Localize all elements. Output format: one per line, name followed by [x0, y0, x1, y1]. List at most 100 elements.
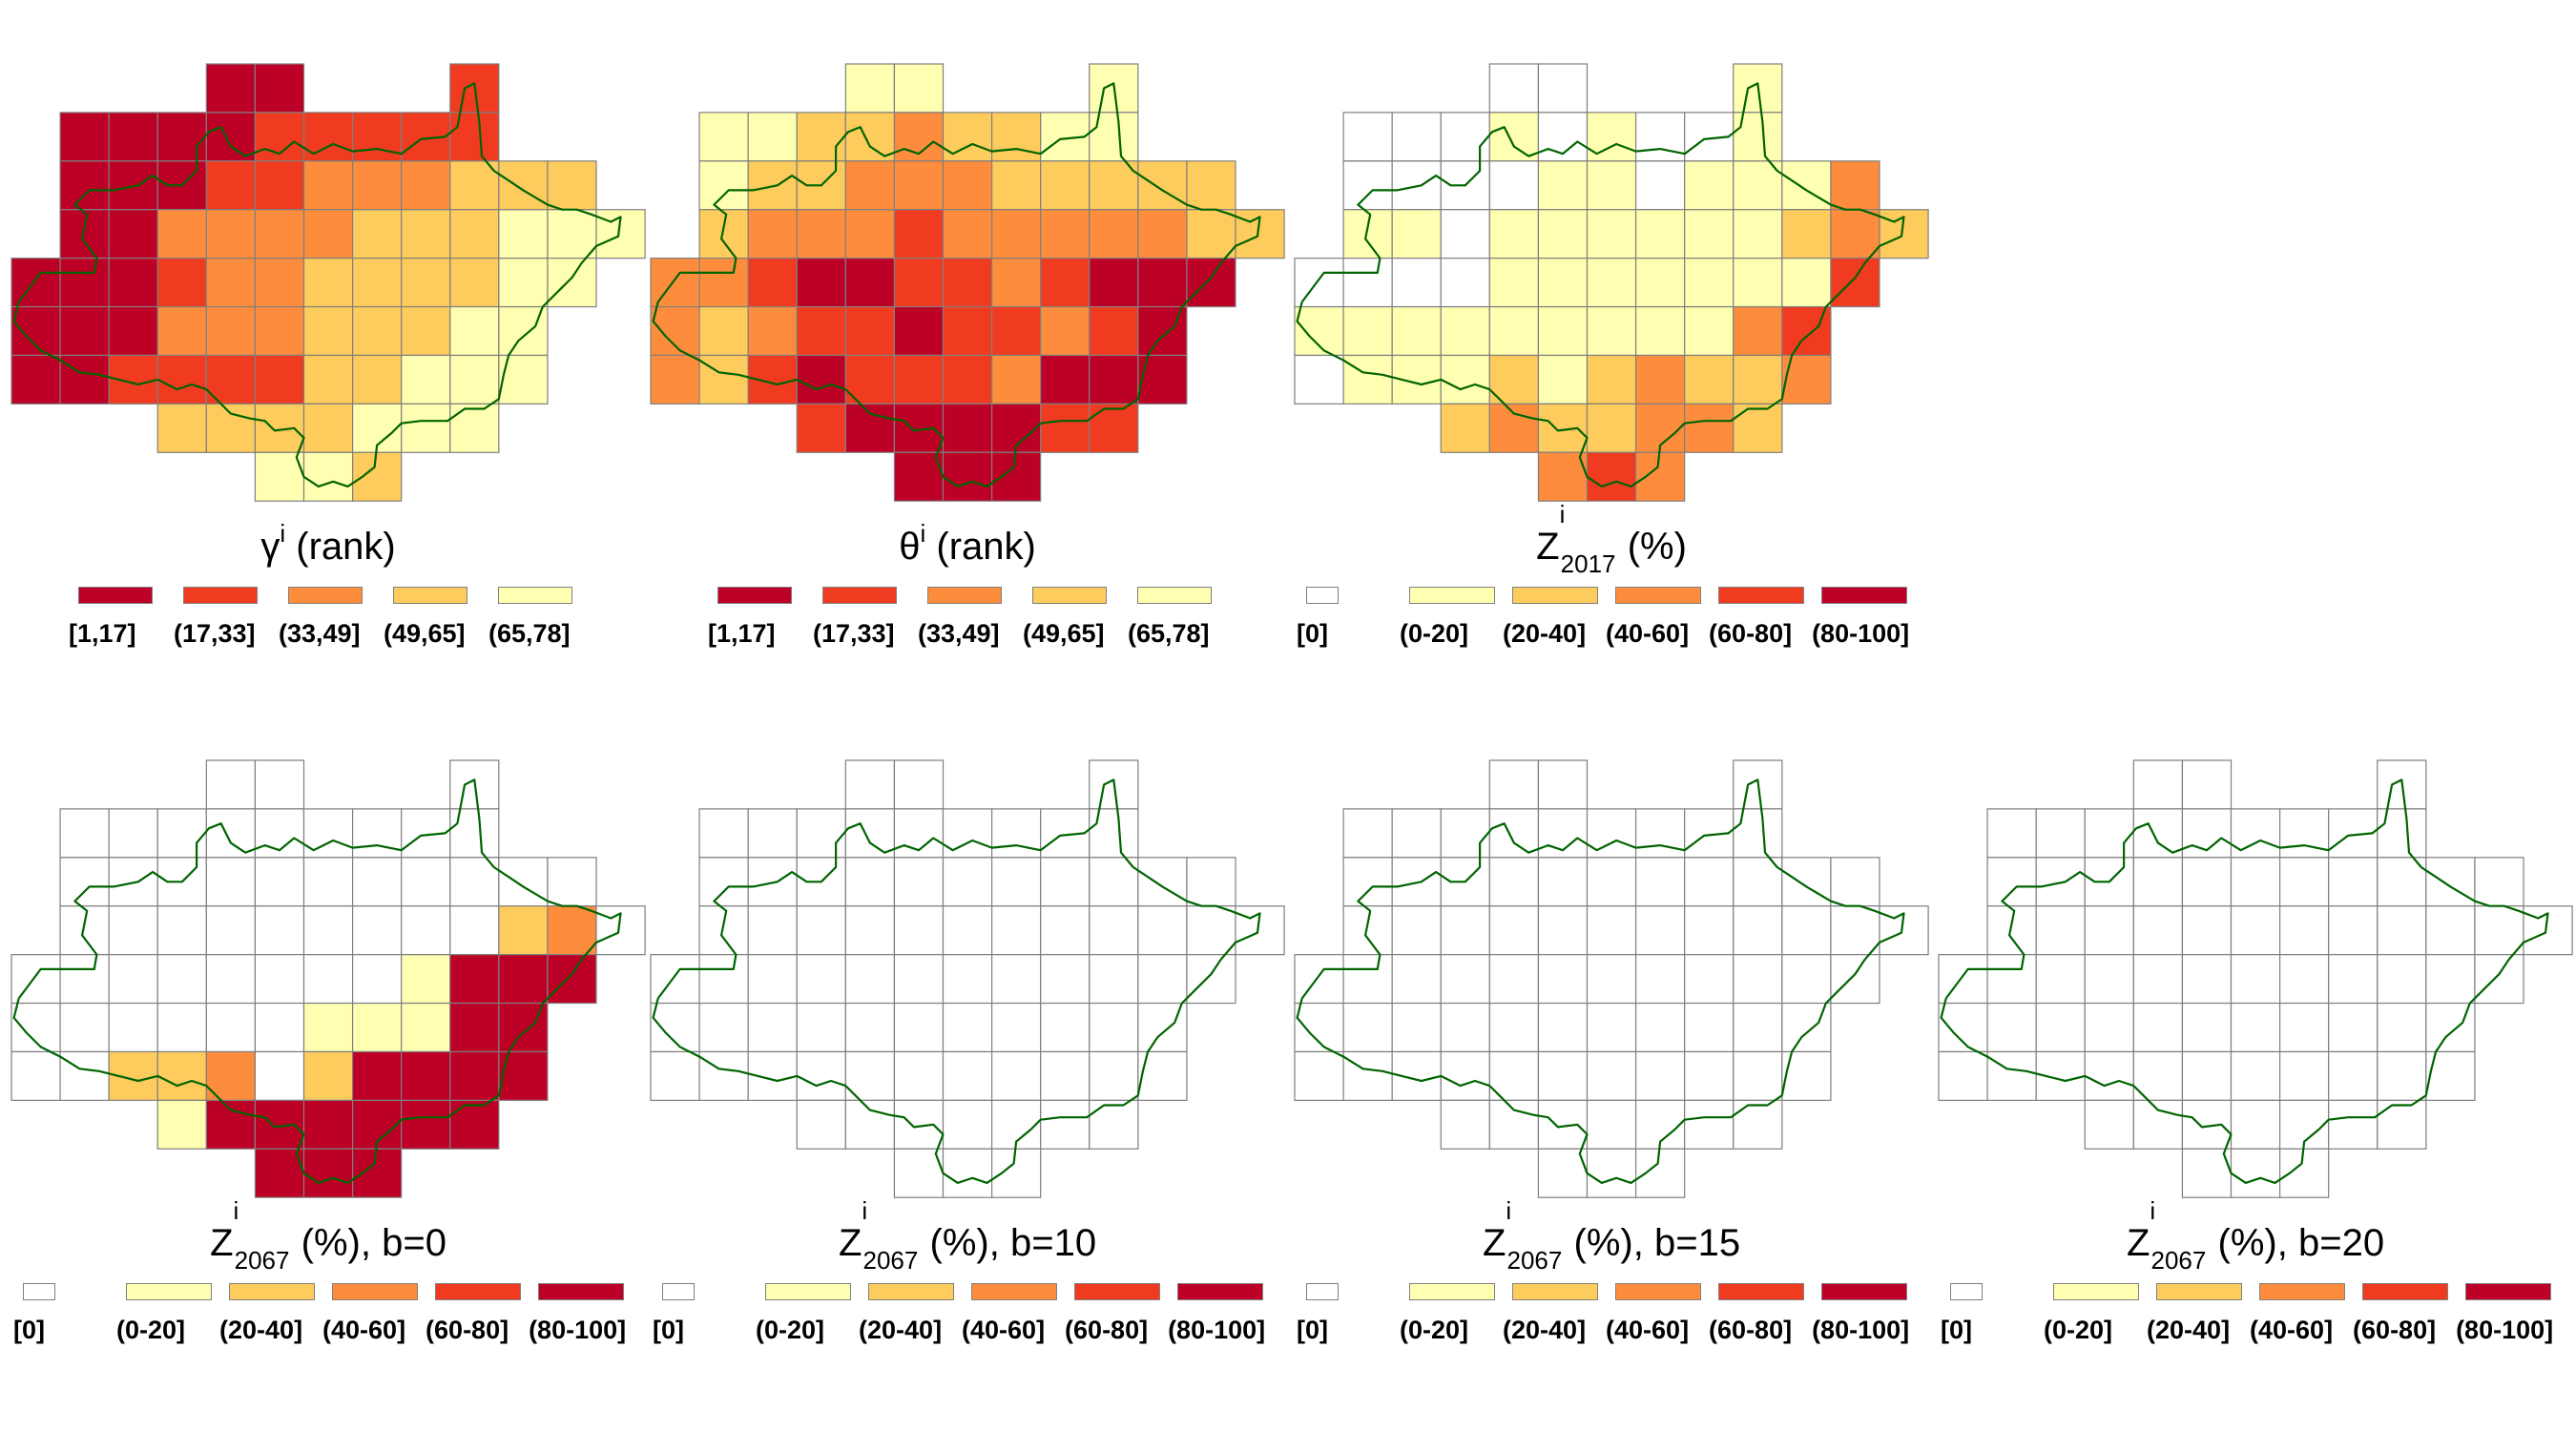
grid-cell: [302, 354, 354, 404]
grid-cell: [156, 209, 207, 259]
grid-cell: [1089, 954, 1139, 1005]
map-panel-theta: θi (rank) [1,17] (17,33] (33,49] (49,65] (65,…: [649, 62, 1292, 653]
grid-cell: [156, 112, 207, 162]
grid-cell: [2181, 1148, 2233, 1198]
grid-cell: [747, 808, 798, 859]
grid-cell: [302, 258, 354, 308]
grid-cell: [302, 808, 354, 859]
grid-cell: [844, 857, 896, 907]
grid-cell: [1440, 1099, 1490, 1150]
legend-label: (60-80]: [2353, 1316, 2437, 1345]
title-symbol: Z: [1536, 526, 1560, 569]
legend-swatch: [2259, 1283, 2346, 1301]
grid-cell: [547, 954, 597, 1005]
grid-cell: [2084, 1099, 2134, 1150]
title-subscript: 2067: [2150, 1246, 2207, 1275]
grid-cell: [351, 954, 403, 1005]
grid-cell: [1391, 905, 1442, 956]
grid-cell: [650, 305, 700, 357]
grid-cell: [942, 160, 993, 211]
grid-cell: [401, 1050, 451, 1101]
grid-cell: [747, 258, 798, 308]
grid-cell: [796, 403, 846, 453]
grid-cell: [449, 1002, 500, 1053]
title-symbol: Z: [210, 1222, 234, 1265]
grid-cell: [893, 954, 945, 1005]
grid-cell: [254, 1002, 305, 1053]
legend-label: (49,65]: [384, 619, 466, 649]
grid-cell: [2328, 1099, 2379, 1150]
legend-swatch: [78, 587, 153, 605]
grid-cell: [1137, 209, 1188, 259]
grid-cell: [844, 1050, 896, 1101]
grid-cell: [747, 1002, 798, 1053]
grid-cell: [108, 258, 158, 308]
legend-label: [1,17]: [69, 619, 136, 649]
grid-cell: [1537, 451, 1589, 502]
grid-cell: [1488, 759, 1540, 810]
grid-cell: [1586, 160, 1637, 211]
grid-cell: [498, 160, 549, 211]
grid-cell: [1634, 160, 1686, 211]
grid-cell: [893, 1148, 945, 1198]
grid-cell: [990, 258, 1042, 308]
grid-cell: [351, 209, 403, 259]
grid-cell: [1733, 354, 1783, 404]
grid-cell: [1634, 808, 1686, 859]
legend-swatch: [332, 1283, 419, 1301]
grid-cell: [254, 63, 305, 114]
grid-cell: [796, 209, 846, 259]
grid-cell: [1634, 209, 1686, 259]
grid-cell: [1537, 759, 1589, 810]
legend-swatch: [1821, 587, 1908, 605]
grid-cell: [302, 403, 354, 453]
grid-cell: [1733, 1099, 1783, 1150]
region-boundary: [652, 778, 1261, 1184]
grid-cell: [2181, 857, 2233, 907]
legend-swatch: [1306, 587, 1339, 605]
legend-swatch: [1409, 1283, 1495, 1301]
grid-cell: [1634, 451, 1686, 502]
grid-cell: [156, 954, 207, 1005]
grid-cell: [1634, 1050, 1686, 1101]
grid-cell: [1440, 1002, 1490, 1053]
region-boundary: [652, 82, 1261, 487]
grid-cell: [942, 209, 993, 259]
legend-swatch: [498, 587, 572, 605]
grid-cell: [1537, 1099, 1589, 1150]
legend-label: (80-100]: [529, 1316, 627, 1345]
grid-cell: [1537, 905, 1589, 956]
grid-cell: [302, 1099, 354, 1150]
grid-cell: [698, 905, 749, 956]
grid-cell: [401, 1099, 451, 1150]
legend-label: (20-40]: [1503, 619, 1587, 649]
grid-cell: [1781, 258, 1832, 308]
grid-cell: [893, 1099, 945, 1150]
grid-cell: [796, 954, 846, 1005]
grid-cell: [747, 209, 798, 259]
grid-cell: [2230, 905, 2281, 956]
grid-cell: [990, 808, 1042, 859]
grid-cell: [1634, 1148, 1686, 1198]
grid-cell: [844, 209, 896, 259]
grid-cell: [1391, 112, 1442, 162]
grid-cell: [747, 905, 798, 956]
grid-cell: [1586, 857, 1637, 907]
grid-cell: [1537, 209, 1589, 259]
legend-label: (20-40]: [219, 1316, 303, 1345]
legend-swatch: [822, 587, 897, 605]
grid-cell: [2377, 808, 2427, 859]
legend-swatch: [1512, 587, 1599, 605]
grid-cell: [1684, 354, 1735, 404]
grid-cell: [698, 112, 749, 162]
grid-cell: [205, 857, 257, 907]
legend-swatch: [1615, 587, 1702, 605]
grid-cell: [302, 1002, 354, 1053]
grid-cell: [351, 1050, 403, 1101]
grid-cell: [1342, 160, 1393, 211]
grid-cell: [893, 857, 945, 907]
legend-label: (0-20]: [116, 1316, 186, 1345]
grid-cell: [1733, 305, 1783, 357]
